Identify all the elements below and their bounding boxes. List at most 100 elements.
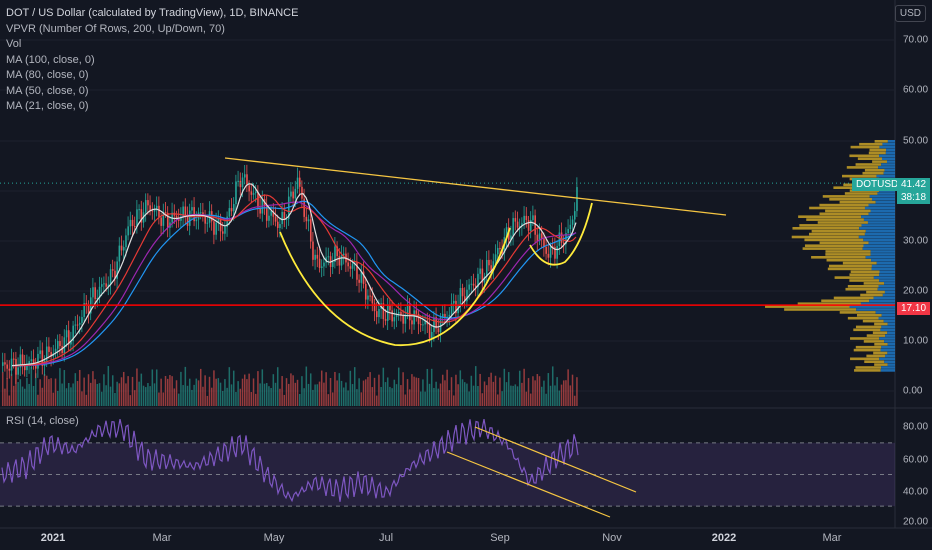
volume-bar xyxy=(551,366,554,406)
candle-body xyxy=(215,222,217,235)
candle-body xyxy=(527,220,530,231)
volume-bar xyxy=(56,390,59,406)
vpvr-bar xyxy=(799,224,862,227)
volume-bar xyxy=(219,382,222,406)
indicator-vpvr[interactable]: VPVR (Number Of Rows, 200, Up/Down, 70) xyxy=(6,22,225,35)
candle-body xyxy=(479,268,481,274)
candle-body xyxy=(186,216,189,226)
candle-body xyxy=(347,262,349,267)
vpvr-bar xyxy=(867,221,895,224)
vpvr-bar xyxy=(863,244,895,247)
vpvr-bar xyxy=(811,229,866,233)
volume-bar xyxy=(122,371,125,406)
volume-bar xyxy=(268,386,270,406)
candle-body xyxy=(444,313,446,318)
volume-bar xyxy=(461,379,464,406)
volume-bar xyxy=(545,393,547,406)
indicator-ma-80[interactable]: MA (80, close, 0) xyxy=(6,69,89,81)
candle-body xyxy=(133,226,136,228)
volume-bar xyxy=(485,385,488,406)
candle-body xyxy=(241,177,244,188)
candle-body xyxy=(111,269,114,271)
currency-button[interactable]: USD xyxy=(894,5,926,22)
candle-body xyxy=(151,210,154,212)
candle-body xyxy=(439,317,442,333)
candle-body xyxy=(147,200,149,206)
vpvr-bar xyxy=(834,276,874,279)
candle-body xyxy=(26,363,28,371)
volume-bar xyxy=(85,394,88,406)
candle-body xyxy=(521,223,523,227)
candle-body xyxy=(188,210,191,226)
vpvr-bar xyxy=(879,270,895,274)
volume-bar xyxy=(287,383,290,406)
vpvr-bar xyxy=(822,195,870,198)
vpvr-bar xyxy=(825,209,871,213)
vpvr-bar xyxy=(866,290,885,294)
volume-bar xyxy=(496,394,499,406)
vpvr-bar xyxy=(887,331,895,334)
vpvr-bar xyxy=(853,348,881,352)
vpvr-bar xyxy=(877,192,895,195)
volume-bar xyxy=(78,369,81,406)
volume-bar xyxy=(173,388,176,406)
volume-bar xyxy=(103,374,105,406)
volume-bar xyxy=(239,388,242,406)
volume-bar xyxy=(208,376,211,406)
candle-body xyxy=(138,209,140,211)
vpvr-bar xyxy=(819,203,869,207)
candle-body xyxy=(402,315,404,324)
volume-bar xyxy=(349,370,352,406)
volume-bar xyxy=(248,373,250,406)
symbol-title[interactable]: DOT / US Dollar (calculated by TradingVi… xyxy=(6,7,299,19)
vpvr-bar xyxy=(811,256,866,259)
vpvr-bar xyxy=(855,366,882,369)
volume-bar xyxy=(274,382,277,406)
candle-body xyxy=(371,295,374,304)
volume-bar xyxy=(325,372,327,406)
vpvr-bar xyxy=(884,360,895,363)
candle-body xyxy=(373,303,376,312)
volume-bar xyxy=(406,379,409,406)
volume-bar xyxy=(202,386,204,406)
vpvr-bar xyxy=(869,299,895,303)
candle-body xyxy=(404,314,407,324)
volume-bar xyxy=(367,376,369,406)
volume-bar xyxy=(41,387,44,406)
rsi-legend[interactable]: RSI (14, close) xyxy=(6,415,79,427)
candle-body xyxy=(21,354,24,365)
volume-bar xyxy=(452,395,455,406)
volume-bar xyxy=(98,383,101,406)
vpvr-bar xyxy=(855,325,882,329)
volume-bar xyxy=(518,370,521,406)
indicator-ma-100[interactable]: MA (100, close, 0) xyxy=(6,53,95,66)
vpvr-bar xyxy=(827,267,872,271)
vpvr-bar xyxy=(873,296,895,300)
candle-body xyxy=(4,362,6,365)
vpvr-bar xyxy=(829,264,872,268)
volume-bar xyxy=(4,388,6,406)
volume-bar xyxy=(127,376,129,406)
candle-body xyxy=(56,341,59,349)
vpvr-bar xyxy=(869,195,895,198)
vpvr-bar xyxy=(878,316,895,320)
vpvr-bar xyxy=(865,229,895,233)
vpvr-bar xyxy=(870,253,895,256)
candle-body xyxy=(78,322,81,325)
volume-bar xyxy=(39,379,41,406)
candle-body xyxy=(199,212,202,214)
volume-bar xyxy=(316,384,319,406)
indicator-volume[interactable]: Vol xyxy=(6,38,22,50)
vpvr-bar xyxy=(862,319,884,323)
volume-bar xyxy=(45,375,48,406)
indicator-ma-50[interactable]: MA (50, close, 0) xyxy=(6,84,89,97)
volume-bar xyxy=(569,385,572,406)
vpvr-bar xyxy=(850,270,880,274)
volume-bar xyxy=(503,368,506,406)
vpvr-bar xyxy=(879,145,895,149)
indicator-ma-21[interactable]: MA (21, close, 0) xyxy=(6,100,89,112)
candle-body xyxy=(488,259,490,266)
vpvr-bar xyxy=(874,343,888,346)
candle-body xyxy=(499,247,501,250)
